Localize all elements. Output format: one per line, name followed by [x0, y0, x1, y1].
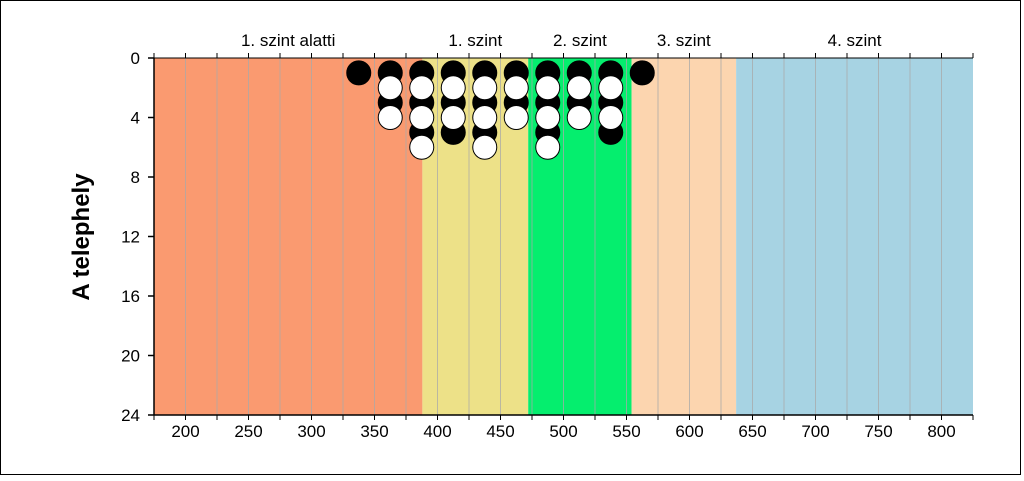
- x-tick-label: 200: [171, 422, 199, 441]
- x-tick-label: 800: [927, 422, 955, 441]
- data-point-open: [377, 105, 403, 130]
- band-4: [631, 58, 737, 415]
- data-point-open: [440, 105, 466, 130]
- axes-layer: 200 250 300 350 400 450 500 550 600 650 700 750 800 0…: [121, 49, 974, 441]
- data-point-open: [472, 134, 498, 160]
- data-point-open: [409, 134, 435, 160]
- y-axis-title: A telephely: [68, 173, 95, 301]
- x-tick-label: 700: [801, 422, 829, 441]
- y-tick-label: 24: [121, 406, 140, 425]
- y-tick-label: 16: [121, 287, 140, 306]
- x-tick-label: 550: [612, 422, 640, 441]
- band-label-1: 1. szint alatti: [241, 31, 336, 50]
- points-layer: [346, 60, 655, 160]
- x-tick-label: 650: [738, 422, 766, 441]
- band-label-4: 3. szint: [657, 31, 711, 50]
- y-tick-label: 4: [131, 109, 140, 128]
- x-tick-label: 600: [675, 422, 703, 441]
- y-tick-label: 0: [131, 49, 140, 68]
- x-tick-label: 400: [423, 422, 451, 441]
- data-point-open: [566, 75, 592, 101]
- data-point-open: [598, 105, 624, 130]
- y-tick-label: 12: [121, 228, 140, 247]
- y-tick-label: 8: [131, 168, 140, 187]
- data-point-open: [503, 105, 529, 130]
- data-point-open: [472, 105, 498, 130]
- band-label-5: 4. szint: [828, 31, 882, 50]
- y-tick-label: 20: [121, 347, 140, 366]
- grid-layer: [185, 58, 942, 415]
- band-1: [154, 58, 423, 415]
- labels-layer: 1. szint alatti 1. szint 2. szint 3. szint 4…: [241, 31, 882, 50]
- data-point-open: [566, 105, 592, 130]
- data-point-open: [409, 105, 435, 130]
- band-5: [736, 58, 973, 415]
- x-tick-label: 250: [234, 422, 262, 441]
- data-point-open: [409, 75, 435, 101]
- data-point-open: [535, 75, 561, 101]
- x-tick-label: 500: [549, 422, 577, 441]
- data-point-open: [503, 75, 529, 101]
- band-label-3: 2. szint: [553, 31, 607, 50]
- data-point-open: [377, 75, 403, 101]
- data-point-open: [440, 75, 466, 101]
- x-tick-label: 350: [360, 422, 388, 441]
- x-tick-label: 450: [486, 422, 514, 441]
- x-tick-label: 750: [864, 422, 892, 441]
- x-tick-label: 300: [297, 422, 325, 441]
- data-point-open: [535, 105, 561, 130]
- data-point-open: [472, 75, 498, 101]
- data-point-filled: [346, 60, 372, 86]
- band-label-2: 1. szint: [448, 31, 502, 50]
- data-point-open: [598, 75, 624, 101]
- data-point-open: [535, 134, 561, 160]
- data-point-filled: [629, 60, 655, 86]
